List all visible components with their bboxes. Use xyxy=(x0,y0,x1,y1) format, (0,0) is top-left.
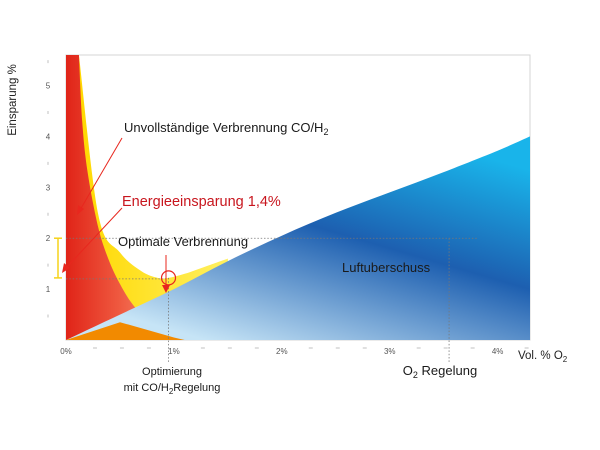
label-o2-control: O2 Regelung xyxy=(403,363,477,380)
label-optimization-line1: Optimierung xyxy=(142,366,202,378)
savings-bracket xyxy=(54,237,62,279)
label-excess-air: Luftuberschuss xyxy=(342,260,431,275)
series-area-incomplete-combustion xyxy=(66,55,174,340)
x-tick-label: 0% xyxy=(60,347,72,356)
guides xyxy=(66,237,478,362)
x-tick-label: 3% xyxy=(384,347,396,356)
series-area-energy-savings xyxy=(78,55,228,340)
series-area-base xyxy=(66,322,185,340)
optimal-point-marker xyxy=(160,270,177,286)
y-tick-label: 4 xyxy=(46,132,51,141)
y-tick-label: 1 xyxy=(46,285,51,294)
x-ticks: 0% 1% 2% 3% 4% xyxy=(60,347,529,356)
y-tick-label: 3 xyxy=(46,183,51,192)
label-optimization-line2: mit CO/H2Regelung xyxy=(124,382,221,396)
annotation-arrows xyxy=(62,137,170,293)
label-optimal-combustion: Optimale Verbrennung xyxy=(118,234,248,249)
x-tick-label: 2% xyxy=(276,347,288,356)
x-axis-label: Vol. % O2 xyxy=(518,350,568,364)
x-tick-label: 4% xyxy=(492,347,504,356)
y-axis-label: Einsparung % xyxy=(7,64,19,136)
x-tick-label: 1% xyxy=(168,347,180,356)
label-energy-savings: Energieeinsparung 1,4% xyxy=(122,194,281,210)
label-incomplete-combustion: Unvollständige Verbrennung CO/H2 xyxy=(124,120,328,137)
y-ticks: 1 2 3 4 5 xyxy=(46,60,51,318)
y-tick-label: 2 xyxy=(46,234,51,243)
y-tick-label: 5 xyxy=(46,82,51,91)
